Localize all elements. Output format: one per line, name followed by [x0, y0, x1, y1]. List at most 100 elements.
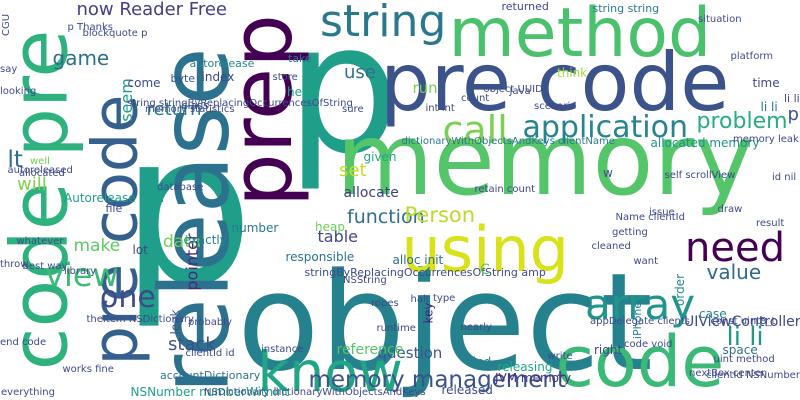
word-cloud-term: count [461, 93, 490, 104]
word-cloud-term: clientId id [185, 348, 235, 359]
word-cloud-term: string [320, 0, 447, 47]
word-cloud-term: data [163, 231, 202, 252]
word-cloud-term: lot [132, 243, 148, 257]
word-cloud-term: responsible [285, 250, 355, 264]
word-cloud-term: space [722, 343, 758, 357]
word-cloud-term: write [547, 351, 573, 362]
word-cloud-term: stack [168, 334, 216, 355]
word-cloud-term: p Thanks [67, 22, 113, 33]
word-cloud-term: whatever [16, 236, 64, 247]
word-cloud-term: file [105, 201, 123, 215]
word-cloud-term: say [0, 64, 18, 75]
word-cloud-term: make [73, 235, 121, 256]
word-cloud-term: reference [336, 342, 404, 358]
word-cloud-term: order [673, 274, 687, 306]
word-cloud-term: Name clientId [615, 212, 685, 223]
word-cloud-term: theItem NSDictionary [86, 314, 194, 325]
word-cloud-term: index [201, 70, 235, 84]
word-cloud-term: game [52, 46, 110, 70]
word-cloud-term: throw [0, 259, 29, 270]
word-cloud-term: method [448, 0, 712, 73]
word-cloud-term: time [752, 76, 780, 90]
word-cloud-term: case [699, 307, 727, 321]
word-cloud-term: everything [1, 387, 55, 398]
word-cloud-term: Java [509, 86, 531, 97]
word-cloud-term: NSDictionary dictionaryWithObjectsAndKey… [204, 387, 426, 398]
word-cloud-term: NSNumber numberWithInt [130, 385, 290, 399]
word-cloud-term: problem [696, 109, 788, 134]
word-cloud-term: stringByReplacingOccurrencesOfString amp [304, 265, 546, 279]
word-cloud-term: self scrollView [664, 170, 736, 181]
word-cloud-term: halt [410, 294, 430, 305]
word-cloud-term: run [412, 78, 438, 97]
word-cloud-term: issue [649, 207, 675, 218]
word-cloud-term: li li [784, 91, 800, 105]
word-cloud-term: nextBox center [689, 368, 766, 379]
word-cloud-term: given [363, 150, 397, 164]
word-cloud-term: well [30, 156, 50, 167]
word-cloud-term: dictionaryWithObjectsAndKeys clientName [401, 136, 615, 147]
word-cloud-term: autorelease [189, 56, 255, 70]
word-cloud-term: memory leak [733, 134, 799, 145]
word-cloud-term: application [522, 110, 688, 145]
word-cloud-term: database [157, 182, 204, 193]
word-cloud-term: w [603, 166, 613, 180]
word-cloud-term: heap [315, 220, 345, 234]
word-cloud-term: C [480, 262, 490, 278]
word-cloud-term: class [181, 98, 209, 112]
word-cloud-term: view [45, 256, 119, 294]
word-cloud-term: object [237, 243, 654, 400]
word-cloud-term: runtime [376, 323, 416, 334]
word-cloud-term: value [706, 260, 762, 284]
word-cloud-term: alloc init [392, 253, 444, 267]
word-cloud-term: help [287, 85, 313, 99]
word-cloud-term: NSString [343, 275, 387, 286]
word-cloud-term: find [468, 355, 492, 369]
word-cloud-term: set [339, 160, 367, 181]
word-cloud-term: li li [726, 322, 764, 352]
word-cloud-term: appDelegate clients [590, 316, 691, 327]
word-cloud-term: draw [717, 204, 743, 215]
word-cloud-term: scenario [534, 101, 577, 112]
word-cloud-term: returned [501, 0, 549, 13]
word-cloud-term: sure [342, 104, 364, 115]
word-cloud-term: p [787, 104, 799, 125]
word-cloud-term: will [17, 174, 47, 195]
word-cloud-term: getting [612, 227, 648, 238]
word-cloud-term: number [231, 221, 279, 235]
word-cloud-term: string stringByReplacingOccurrencesOfStr… [127, 98, 353, 109]
word-cloud-term: key [421, 302, 436, 324]
word-cloud-term: array [585, 280, 696, 329]
word-cloud-term: allocated memory [650, 136, 760, 150]
word-cloud-term: retain count [474, 184, 536, 195]
word-cloud-term: looking [0, 86, 37, 97]
word-cloud-term: one [100, 280, 156, 315]
word-cloud-term: call [442, 108, 508, 152]
word-cloud-term: works fine [62, 364, 114, 375]
word-cloud-term: Autorelease Pool [64, 191, 165, 205]
word-cloud-term: code void [624, 339, 673, 350]
word-cloud-term: know [257, 339, 403, 400]
word-cloud-term: best way [22, 261, 68, 272]
word-cloud-term: memory statistics [145, 104, 235, 115]
word-cloud-term: clientId NSNumber [706, 370, 800, 381]
word-cloud-term: allocated [19, 168, 65, 179]
word-cloud-term: CGU [1, 13, 13, 37]
word-cloud-term: function [347, 205, 425, 228]
word-cloud-term: JVM memory [495, 371, 572, 385]
word-cloud-term: think [557, 66, 588, 80]
word-cloud-term: situation [698, 14, 742, 25]
word-cloud-term: question [377, 343, 443, 362]
word-cloud-term: right [594, 343, 623, 357]
word-cloud-term: come [127, 76, 161, 90]
word-cloud-term: need [685, 225, 785, 271]
word-cloud-term: memory management [308, 366, 566, 393]
word-cloud-term: now Reader Free [76, 0, 228, 20]
word-cloud-term: blockquote p [82, 28, 148, 39]
word-cloud-term: int int [425, 103, 455, 114]
word-cloud-term: store [272, 72, 298, 83]
word-cloud-term: uint method [713, 354, 775, 365]
word-cloud-term: p [120, 87, 254, 332]
word-cloud-term: nearly [460, 322, 492, 333]
word-cloud-term: return [146, 99, 202, 120]
